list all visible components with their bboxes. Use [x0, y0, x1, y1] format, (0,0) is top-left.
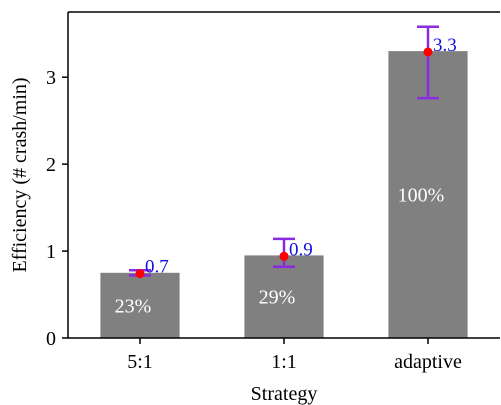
y-tick-label: 2 [46, 154, 56, 176]
y-tick-label: 1 [46, 241, 56, 263]
value-label: 0.7 [145, 257, 169, 278]
x-tick-label: 1:1 [271, 351, 297, 373]
bar-percent-label: 23% [115, 295, 152, 317]
points-group [135, 47, 433, 279]
bar-5:1 [100, 272, 180, 338]
mean-point [135, 269, 145, 279]
y-axis-label: Efficiency (# crash/min) [9, 77, 31, 272]
x-ticks-group: 5:1 1:1 adaptive [127, 338, 462, 373]
bars-group [100, 51, 468, 339]
y-tick-label: 0 [46, 328, 56, 350]
labels-group: 23% 0.7 29% 0.9 100% 3.3 [115, 35, 457, 317]
x-tick-label: 5:1 [127, 351, 153, 373]
bar-percent-label: 100% [398, 185, 445, 207]
x-tick-label: adaptive [394, 351, 462, 373]
y-ticks-group: 0 1 2 3 [46, 67, 68, 350]
value-label: 0.9 [289, 239, 313, 260]
bar-1:1 [244, 255, 324, 338]
value-label: 3.3 [433, 35, 457, 56]
mean-point [423, 47, 433, 57]
mean-point [279, 251, 289, 261]
y-tick-label: 3 [46, 67, 56, 89]
bar-percent-label: 29% [259, 287, 296, 309]
x-axis-label: Strategy [251, 383, 318, 405]
